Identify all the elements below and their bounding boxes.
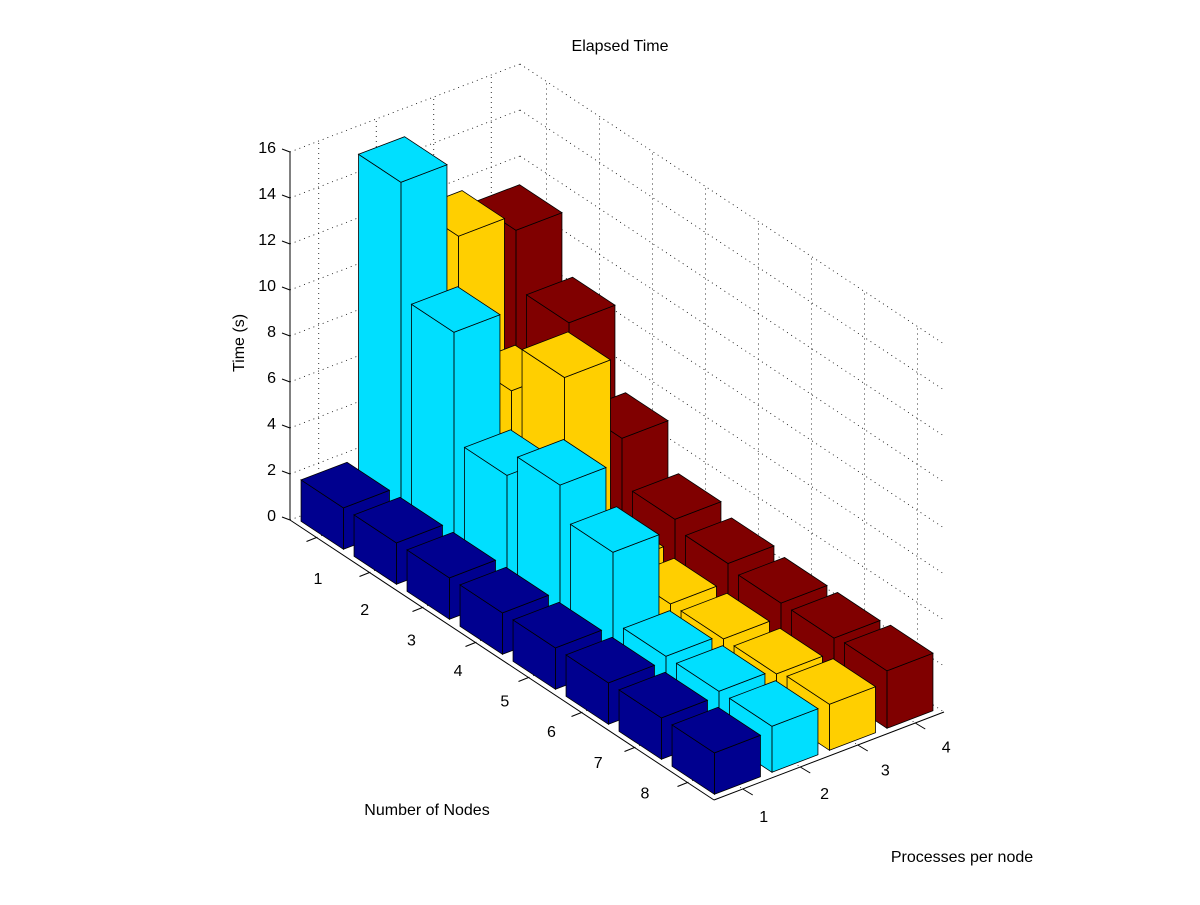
x-tick [571,712,582,717]
x-tick-label: 1 [314,571,323,588]
grid-line [289,155,521,245]
x-tick [677,782,688,787]
x-tick-label: 8 [640,785,649,802]
x-axis-label: Number of Nodes [364,802,489,819]
y-tick [799,766,811,774]
bar-face [357,136,448,183]
z-tick [281,240,291,245]
y-tick-label: 2 [820,786,829,803]
z-tick-label: 6 [267,370,276,387]
z-tick [281,332,291,337]
bar-face [680,592,771,640]
z-tick [281,194,291,199]
z-tick-label: 12 [258,232,276,249]
bar-face [728,680,819,727]
y-tick [914,722,926,730]
z-tick [281,424,291,429]
bar-face [300,461,391,509]
bar-face [521,331,612,378]
grid-line [289,109,521,199]
x-tick [412,607,423,612]
z-tick-label: 2 [267,462,276,479]
x-axis [289,519,715,801]
x-tick-label: 7 [594,755,603,772]
bar [843,624,934,730]
bar-face [671,706,762,754]
bar-face [516,439,607,486]
z-axis-label: Time (s) [231,314,248,372]
x-tick-label: 4 [454,663,463,680]
x-tick [518,677,529,682]
x-tick [465,642,476,647]
bar-face [733,627,824,675]
bar-face [618,671,709,719]
z-tick [281,516,291,521]
z-tick [281,470,291,475]
bar-face [684,517,775,564]
z-tick [281,378,291,383]
bar-face [790,592,881,639]
y-tick [857,744,869,752]
bar-face [786,658,877,705]
x-tick [359,572,370,577]
z-tick-label: 16 [258,140,276,157]
z-tick-label: 14 [258,186,276,203]
x-tick-label: 3 [407,632,416,649]
y-tick [742,788,754,796]
bar-face [622,610,713,657]
bar-face [737,557,828,604]
chart-title: Elapsed Time [572,38,669,55]
y-axis-label: Processes per node [891,849,1033,866]
z-tick-label: 8 [267,324,276,341]
y-tick-label: 4 [942,739,951,756]
bar-face [512,601,603,649]
bar-face [358,153,402,529]
bar-face [406,531,497,579]
bar-face [565,636,656,684]
z-tick-label: 10 [258,278,276,295]
y-tick-label: 1 [759,809,768,826]
x-tick-label: 6 [547,724,556,741]
bar-face [843,624,934,672]
z-tick-label: 4 [267,416,276,433]
x-tick-label: 2 [360,602,369,619]
bar-face [353,496,444,544]
bar-face [631,473,722,520]
bar-face [410,286,501,333]
bar-face [675,645,766,692]
x-tick-label: 5 [500,694,509,711]
grid-line [289,63,521,153]
bar-face [569,506,660,553]
z-tick-label: 0 [267,508,276,525]
x-tick [306,537,317,542]
bar-face [525,276,616,324]
z-tick [281,148,291,153]
y-tick-label: 3 [881,763,890,780]
z-tick [281,286,291,291]
x-tick [624,747,635,752]
bar [671,706,762,796]
bar-face [459,566,550,614]
y-axis [713,711,945,801]
